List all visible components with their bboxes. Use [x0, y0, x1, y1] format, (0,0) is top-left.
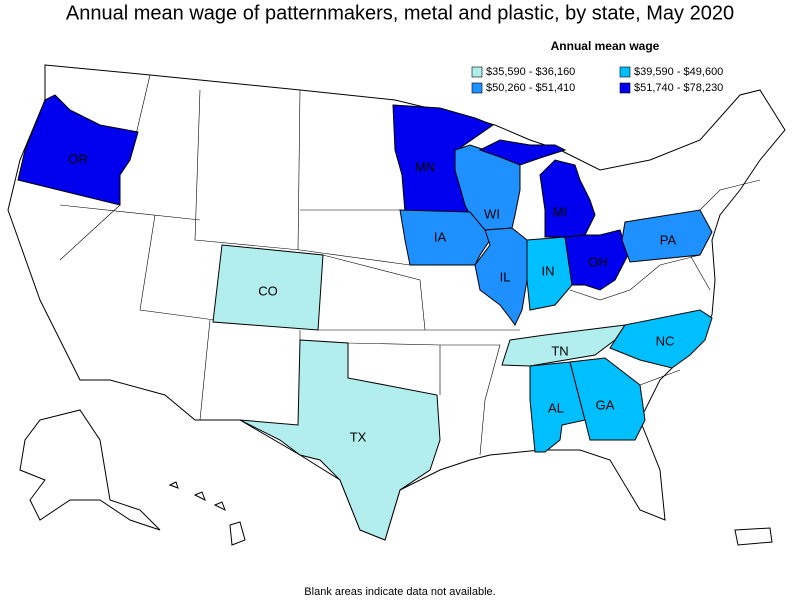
state-label: OH — [588, 254, 608, 269]
state — [212, 244, 324, 331]
alaska — [19, 409, 161, 531]
state-label: CO — [258, 283, 278, 298]
legend-label: $51,740 - $78,230 — [634, 82, 723, 94]
state-label: OR — [68, 151, 88, 166]
legend-title: Annual mean wage — [551, 39, 660, 53]
state-label: IN — [542, 263, 555, 278]
state — [239, 339, 441, 541]
state — [478, 139, 596, 238]
title: Annual mean wage of patternmakers, metal… — [66, 2, 734, 24]
legend-swatch — [619, 82, 631, 94]
state — [17, 94, 139, 206]
state-label: IL — [500, 269, 511, 284]
legend: $35,590 - $36,160 $39,590 - $49,600 $50,26… — [471, 66, 723, 94]
state — [399, 209, 491, 266]
state-borders — [59, 74, 761, 456]
state — [564, 229, 629, 291]
state-label: IA — [434, 229, 447, 244]
state-label: MI — [553, 204, 567, 219]
legend-swatch — [471, 82, 483, 94]
legend-swatch — [471, 66, 483, 78]
legend-label: $39,590 - $49,600 — [634, 66, 723, 78]
hawaii — [168, 481, 246, 546]
footnote: Blank areas indicate data not available. — [304, 586, 495, 598]
state — [569, 357, 646, 441]
state-label: TX — [350, 429, 367, 444]
state-label: NC — [656, 333, 675, 348]
state — [501, 324, 627, 367]
state-label: AL — [548, 400, 564, 415]
state — [474, 227, 528, 326]
legend-label: $35,590 - $36,160 — [486, 66, 575, 78]
state-label: MN — [415, 159, 435, 174]
state-label: PA — [660, 232, 677, 247]
puerto-rico — [734, 527, 773, 546]
legend-swatch — [619, 66, 631, 78]
state — [609, 309, 713, 369]
state-label: GA — [596, 397, 615, 412]
state-label: WI — [484, 206, 500, 221]
state-label: TN — [551, 343, 568, 358]
state — [621, 209, 713, 263]
legend-label: $50,260 - $51,410 — [486, 82, 575, 94]
